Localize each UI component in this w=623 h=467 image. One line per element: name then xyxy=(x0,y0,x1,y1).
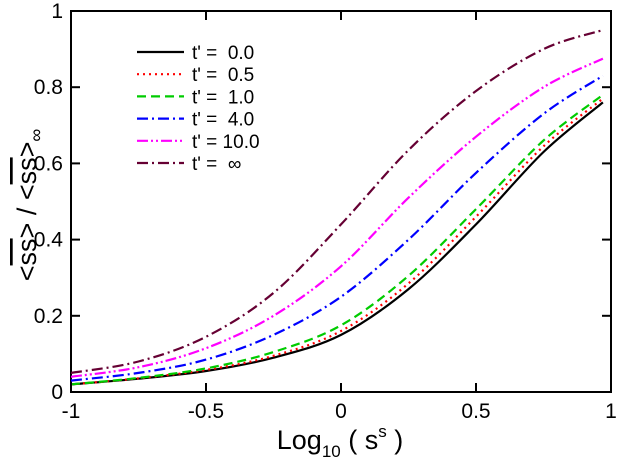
x-axis-title: Log10 ( ss ) xyxy=(277,422,403,461)
series-line-4 xyxy=(70,74,604,382)
series-line-3 xyxy=(70,93,604,386)
legend-label-3: t' = 1.0 xyxy=(192,87,254,108)
legend-label-4: t' = 4.0 xyxy=(192,110,254,131)
y-tick-label: 0.8 xyxy=(34,76,63,99)
legend-label-2: t' = 0.5 xyxy=(192,65,254,86)
x-tick-label: -0.5 xyxy=(188,400,224,423)
legend-label-5: t' = 10.0 xyxy=(192,132,260,153)
legend: t' = 0.0t' = 0.5t' = 1.0t' = 4.0t' = 10.… xyxy=(137,43,260,175)
y-tick-label: 0.6 xyxy=(34,152,63,175)
y-tick-label: 1 xyxy=(51,0,63,23)
y-axis-title: <ss> / <ss>∞ xyxy=(12,129,46,282)
x-tick-label: 1 xyxy=(605,400,617,423)
y-tick-label: 0 xyxy=(51,381,63,404)
x-tick-label: 0 xyxy=(335,400,347,423)
series-line-2 xyxy=(70,97,604,386)
series-line-6 xyxy=(70,29,604,374)
legend-label-6: t' = ∞ xyxy=(192,154,241,175)
series-line-5 xyxy=(70,57,604,378)
y-axis-title-ss-overbar-1: ss xyxy=(12,238,42,265)
series-line-1 xyxy=(70,101,604,386)
x-tick-label: 0.5 xyxy=(461,400,490,423)
series-lines xyxy=(70,29,604,386)
x-tick-label: -1 xyxy=(62,400,81,423)
y-tick-label: 0.4 xyxy=(34,229,64,252)
y-axis-title-ss-overbar-2: ss xyxy=(12,157,42,184)
legend-label-1: t' = 0.0 xyxy=(192,43,254,64)
y-tick-label: 0.2 xyxy=(34,305,63,328)
